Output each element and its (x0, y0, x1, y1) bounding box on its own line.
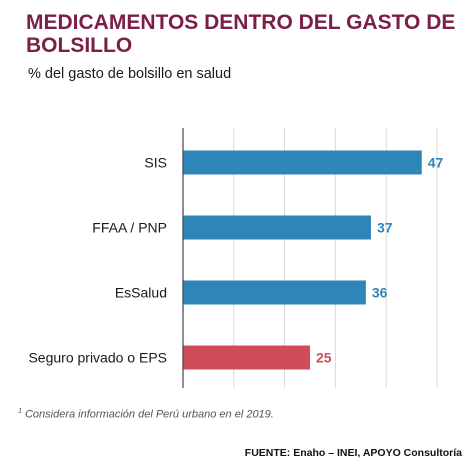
source-note: FUENTE: Enaho – INEI, APOYO Consultoría (244, 447, 462, 459)
chart-subtitle: % del gasto de bolsillo en salud (28, 66, 232, 82)
bar (183, 345, 310, 370)
footnote: 1 Considera información del Perú urbano … (18, 408, 274, 421)
category-label: EsSalud (115, 285, 167, 301)
value-label: 47 (428, 155, 444, 171)
category-labels: SIS FFAA / PNP EsSalud Seguro privado o EPS (28, 155, 167, 366)
value-label: 37 (377, 220, 393, 236)
footnote-mark: 1 (18, 408, 22, 415)
bar (183, 280, 366, 305)
bars (183, 150, 422, 370)
value-label: 25 (316, 350, 332, 366)
category-label: Seguro privado o EPS (28, 350, 167, 366)
bar (183, 150, 422, 175)
category-label: SIS (144, 155, 167, 171)
bar (183, 215, 371, 240)
footnote-text: Considera información del Perú urbano en… (24, 408, 274, 421)
chart-title: MEDICAMENTOS DENTRO DEL GASTO DE BOLSILL… (26, 11, 456, 57)
value-labels: 47 37 36 25 (316, 155, 444, 366)
value-label: 36 (372, 285, 388, 301)
category-label: FFAA / PNP (92, 220, 167, 236)
